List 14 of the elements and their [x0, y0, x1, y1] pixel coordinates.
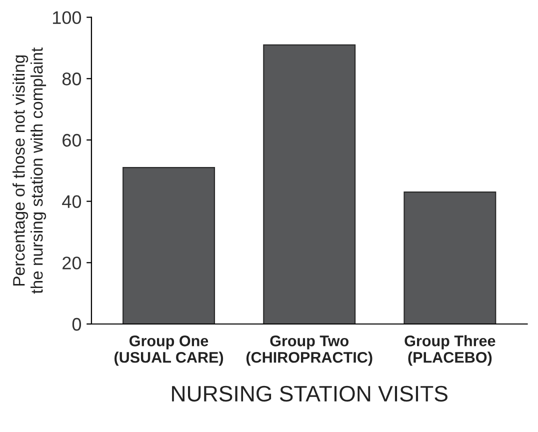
x-tick-label: Group Three (PLACEBO): [404, 335, 496, 366]
bar: [404, 192, 496, 324]
bar: [263, 44, 356, 324]
y-tick-label: 100: [52, 11, 82, 24]
y-tick-label: 0: [72, 318, 82, 331]
bar: [122, 167, 216, 324]
x-axis-title: NURSING STATION VISITS: [172, 386, 448, 402]
y-tick-label: 20: [62, 256, 82, 270]
y-tick-label: 40: [62, 195, 82, 208]
y-axis-title: Percentage of those not visiting the nursing station with complaint: [12, 48, 46, 294]
x-tick-label: Group Two (CHIROPRACTIC): [246, 336, 372, 366]
y-tick-label: 60: [62, 134, 82, 147]
x-tick-label: Group One (USUAL CARE): [114, 336, 224, 366]
y-tick-label: 80: [62, 72, 82, 86]
